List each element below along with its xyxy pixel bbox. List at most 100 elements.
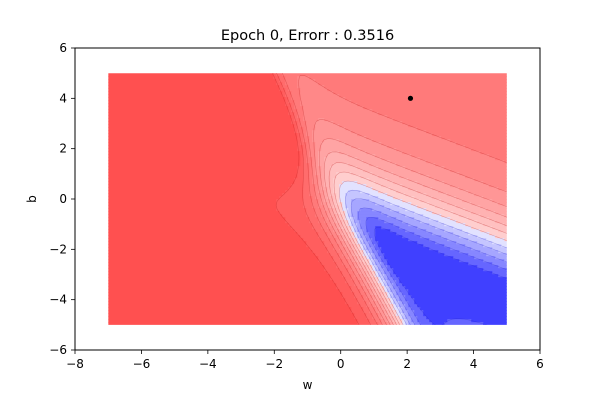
contour-band-cell: [393, 283, 397, 287]
contour-band-cell: [327, 193, 331, 197]
contour-band-cell: [108, 238, 304, 242]
contour-band-cell: [282, 94, 286, 98]
contour-band-cell: [366, 274, 370, 278]
contour-band-cell: [465, 223, 484, 227]
contour-band-cell: [303, 169, 310, 173]
contour-band-cell: [390, 322, 394, 325]
contour-band-cell: [321, 148, 361, 152]
contour-band-cell: [108, 274, 331, 278]
contour-band-cell: [354, 244, 358, 248]
contour-band-cell: [354, 235, 358, 239]
contour-band-cell: [372, 109, 507, 113]
contour-band-cell: [348, 190, 361, 194]
contour-band-cell: [495, 235, 507, 239]
contour-band-cell: [441, 199, 463, 203]
contour-band-cell: [108, 241, 307, 245]
contour-band-cell: [342, 217, 346, 221]
contour-band-cell: [324, 199, 331, 203]
contour-band-cell: [324, 85, 507, 89]
contour-band-cell: [336, 265, 346, 269]
contour-band-cell: [297, 79, 316, 83]
contour-band-cell: [285, 190, 304, 194]
contour-band-cell: [426, 229, 445, 233]
contour-band-cell: [357, 238, 361, 242]
contour-band-cell: [291, 109, 298, 113]
contour-band-cell: [345, 220, 349, 224]
contour-band-cell: [333, 187, 340, 191]
contour-band-cell: [309, 145, 316, 149]
contour-band-cell: [348, 271, 355, 275]
contour-band-cell: [108, 244, 307, 248]
contour-band-cell: [309, 217, 319, 221]
contour-band-cell: [300, 157, 304, 161]
contour-band-cell: [315, 160, 319, 164]
contour-band-cell: [333, 91, 507, 95]
contour-band-cell: [285, 217, 310, 221]
contour-band-cell: [387, 286, 391, 290]
contour-band-cell: [411, 316, 418, 320]
contour-band-cell: [294, 115, 298, 119]
contour-band-cell: [330, 238, 337, 242]
contour-band-cell: [393, 313, 397, 317]
contour-band-cell: [366, 286, 370, 290]
contour-band-cell: [432, 187, 460, 191]
contour-band-cell: [330, 223, 337, 227]
contour-band-cell: [378, 241, 418, 245]
contour-band-cell: [453, 226, 472, 230]
y-tick-label: −6: [49, 343, 67, 357]
contour-band-cell: [303, 187, 310, 191]
contour-band-cell: [108, 184, 292, 188]
contour-band-cell: [363, 280, 367, 284]
contour-band-cell: [285, 94, 292, 98]
contour-band-cell: [108, 73, 274, 77]
contour-band-cell: [327, 205, 331, 209]
contour-band-cell: [303, 190, 310, 194]
contour-band-cell: [396, 217, 415, 221]
contour-band-cell: [366, 220, 385, 224]
contour-band-cell: [498, 274, 507, 278]
contour-band-cell: [393, 268, 484, 272]
contour-band-cell: [324, 166, 331, 170]
contour-band-cell: [357, 298, 364, 302]
contour-band-cell: [108, 85, 280, 89]
contour-band-cell: [354, 238, 358, 242]
contour-band-cell: [375, 292, 382, 296]
contour-band-cell: [345, 202, 352, 206]
contour-band-cell: [312, 160, 316, 164]
contour-band-cell: [357, 103, 507, 107]
contour-band-cell: [384, 310, 388, 314]
contour-band-cell: [312, 196, 316, 200]
contour-band-cell: [276, 82, 283, 86]
contour-band-cell: [342, 235, 346, 239]
contour-band-cell: [351, 202, 376, 206]
contour-band-cell: [345, 223, 349, 227]
contour-band-cell: [429, 247, 451, 251]
contour-band-cell: [306, 160, 313, 164]
contour-band-cell: [369, 235, 376, 239]
contour-band-cell: [303, 112, 379, 116]
contour-band-cell: [402, 199, 421, 203]
contour-band-cell: [303, 178, 310, 182]
contour-band-cell: [330, 181, 334, 185]
contour-band-cell: [456, 205, 481, 209]
contour-band-cell: [336, 250, 343, 254]
contour-band-cell: [375, 274, 379, 278]
chart-title: Epoch 0, Errorr : 0.3516: [221, 28, 394, 44]
contour-band-cell: [474, 178, 507, 182]
contour-band-cell: [381, 319, 385, 323]
x-tick-label: 2: [403, 357, 411, 371]
contour-band-cell: [318, 187, 322, 191]
contour-band-cell: [318, 151, 331, 155]
contour-band-cell: [378, 295, 382, 299]
contour-band-cell: [378, 289, 382, 293]
contour-band-cell: [381, 292, 385, 296]
contour-band-cell: [468, 253, 487, 257]
contour-band-cell: [351, 307, 364, 311]
contour-band-cell: [339, 190, 349, 194]
contour-band-cell: [108, 109, 289, 113]
contour-band-cell: [378, 250, 382, 254]
contour-band-cell: [303, 163, 310, 167]
contour-band-cell: [390, 313, 394, 317]
contour-band-cell: [345, 241, 349, 245]
contour-band-cell: [354, 247, 358, 251]
